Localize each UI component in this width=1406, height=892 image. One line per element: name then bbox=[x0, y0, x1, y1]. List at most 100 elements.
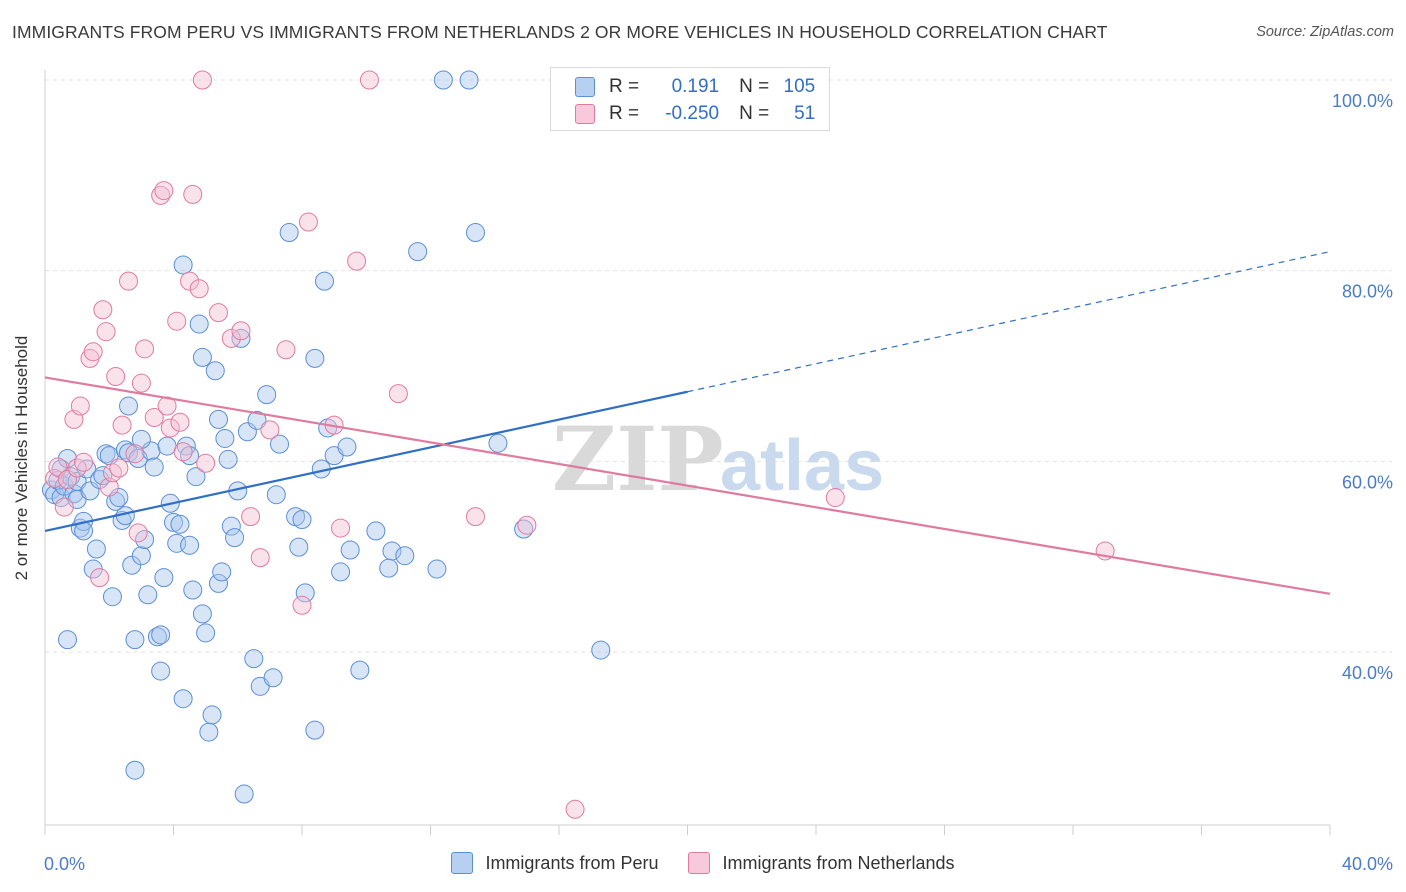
peru-point-102 bbox=[459, 70, 479, 90]
peru-point-82 bbox=[379, 558, 399, 578]
peru-point-101 bbox=[433, 70, 453, 90]
peru-point-79 bbox=[340, 540, 360, 560]
watermark-atlas: atlas bbox=[720, 426, 884, 506]
netherlands-r-label: R = bbox=[609, 103, 640, 124]
peru-point-63 bbox=[231, 328, 251, 348]
netherlands-trend-line bbox=[44, 376, 1331, 595]
y-tick-label-80: 80.0% bbox=[1342, 282, 1393, 302]
peru-legend-label: Immigrants from Peru bbox=[485, 852, 659, 873]
peru-point-92 bbox=[266, 485, 286, 505]
peru-point-49 bbox=[183, 580, 203, 600]
peru-r-label: R = bbox=[609, 76, 640, 97]
peru-point-83 bbox=[382, 541, 402, 561]
netherlands-point-29 bbox=[173, 442, 193, 462]
peru-point-108 bbox=[173, 255, 193, 275]
netherlands-point-48 bbox=[465, 507, 485, 527]
peru-point-107 bbox=[305, 348, 325, 368]
netherlands-point-47 bbox=[388, 384, 408, 404]
netherlands-point-54 bbox=[109, 458, 129, 478]
peru-point-30 bbox=[122, 555, 142, 575]
netherlands-point-7 bbox=[74, 452, 94, 472]
netherlands-point-35 bbox=[221, 328, 241, 348]
netherlands-point-53 bbox=[192, 70, 212, 90]
peru-point-85 bbox=[427, 559, 447, 579]
peru-point-105 bbox=[514, 519, 534, 539]
peru-point-91 bbox=[247, 410, 267, 430]
peru-point-73 bbox=[295, 583, 315, 603]
tick-labels: 40.0% 60.0% 80.0% 100.0% 0.0% 40.0% bbox=[44, 91, 1393, 874]
netherlands-point-21 bbox=[135, 339, 155, 359]
peru-point-106 bbox=[591, 640, 611, 660]
peru-point-103 bbox=[465, 223, 485, 243]
netherlands-point-49 bbox=[517, 515, 537, 535]
peru-point-88 bbox=[192, 604, 212, 624]
peru-point-24 bbox=[106, 491, 126, 511]
netherlands-swatch bbox=[575, 104, 595, 124]
netherlands-point-10 bbox=[90, 568, 110, 588]
netherlands-point-40 bbox=[276, 340, 296, 360]
peru-point-57 bbox=[208, 573, 228, 593]
netherlands-point-16 bbox=[112, 415, 132, 435]
peru-point-46 bbox=[173, 689, 193, 709]
netherlands-point-26 bbox=[160, 418, 180, 438]
netherlands-point-18 bbox=[125, 444, 145, 464]
peru-point-40 bbox=[154, 568, 174, 588]
peru-point-60 bbox=[218, 449, 238, 469]
netherlands-point-27 bbox=[167, 311, 187, 331]
peru-point-23 bbox=[102, 587, 122, 607]
peru-point-98 bbox=[125, 760, 145, 780]
gridlines bbox=[45, 79, 1392, 653]
peru-n-label: N = bbox=[739, 76, 770, 97]
netherlands-point-28 bbox=[170, 412, 190, 432]
y-tick-label-40: 40.0% bbox=[1342, 663, 1393, 683]
peru-point-74 bbox=[305, 720, 325, 740]
data-points bbox=[41, 70, 1115, 819]
series-legend: Immigrants from Peru Immigrants from Net… bbox=[0, 852, 1406, 874]
peru-point-43 bbox=[164, 512, 183, 532]
peru-point-95 bbox=[337, 437, 357, 457]
netherlands-point-22 bbox=[144, 407, 164, 427]
netherlands-point-38 bbox=[250, 548, 270, 568]
netherlands-point-39 bbox=[260, 420, 280, 440]
legend-row-netherlands: R = -0.250 N = 51 bbox=[575, 101, 815, 127]
netherlands-point-15 bbox=[106, 366, 126, 386]
netherlands-point-2 bbox=[54, 497, 74, 517]
peru-point-41 bbox=[157, 436, 177, 456]
source-credit: Source: ZipAtlas.com bbox=[1256, 24, 1394, 40]
peru-point-62 bbox=[225, 528, 245, 548]
netherlands-point-30 bbox=[180, 271, 200, 291]
netherlands-point-24 bbox=[154, 181, 174, 201]
y-tick-label-60: 60.0% bbox=[1342, 472, 1393, 492]
netherlands-point-46 bbox=[359, 70, 379, 90]
peru-point-68 bbox=[263, 668, 283, 688]
watermark: ZIP atlas bbox=[552, 407, 884, 511]
peru-point-29 bbox=[119, 443, 139, 463]
peru-trend-extension bbox=[687, 251, 1331, 393]
netherlands-point-32 bbox=[189, 279, 209, 299]
peru-point-59 bbox=[215, 428, 235, 448]
peru-point-96 bbox=[366, 521, 386, 541]
x-tick-label-min: 0.0% bbox=[44, 854, 85, 874]
peru-point-52 bbox=[192, 347, 212, 367]
peru-point-70 bbox=[279, 223, 299, 243]
peru-point-93 bbox=[292, 509, 312, 529]
trend-lines bbox=[44, 251, 1331, 595]
peru-point-31 bbox=[125, 630, 145, 650]
netherlands-point-12 bbox=[96, 322, 116, 342]
peru-point-87 bbox=[131, 429, 151, 449]
peru-point-50 bbox=[186, 467, 206, 487]
peru-point-25 bbox=[109, 488, 129, 508]
peru-swatch bbox=[575, 77, 595, 97]
netherlands-point-44 bbox=[331, 518, 351, 538]
peru-point-53 bbox=[196, 623, 216, 643]
peru-point-51 bbox=[189, 314, 209, 334]
peru-point-65 bbox=[244, 649, 264, 669]
netherlands-n-label: N = bbox=[739, 103, 770, 124]
peru-point-69 bbox=[270, 434, 290, 454]
correlation-legend: R = 0.191 N = 105 R = -0.250 N = 51 bbox=[550, 67, 830, 131]
netherlands-point-36 bbox=[231, 321, 251, 341]
netherlands-point-20 bbox=[131, 373, 151, 393]
peru-point-33 bbox=[131, 546, 151, 566]
x-tick-label-max: 40.0% bbox=[1342, 854, 1393, 874]
